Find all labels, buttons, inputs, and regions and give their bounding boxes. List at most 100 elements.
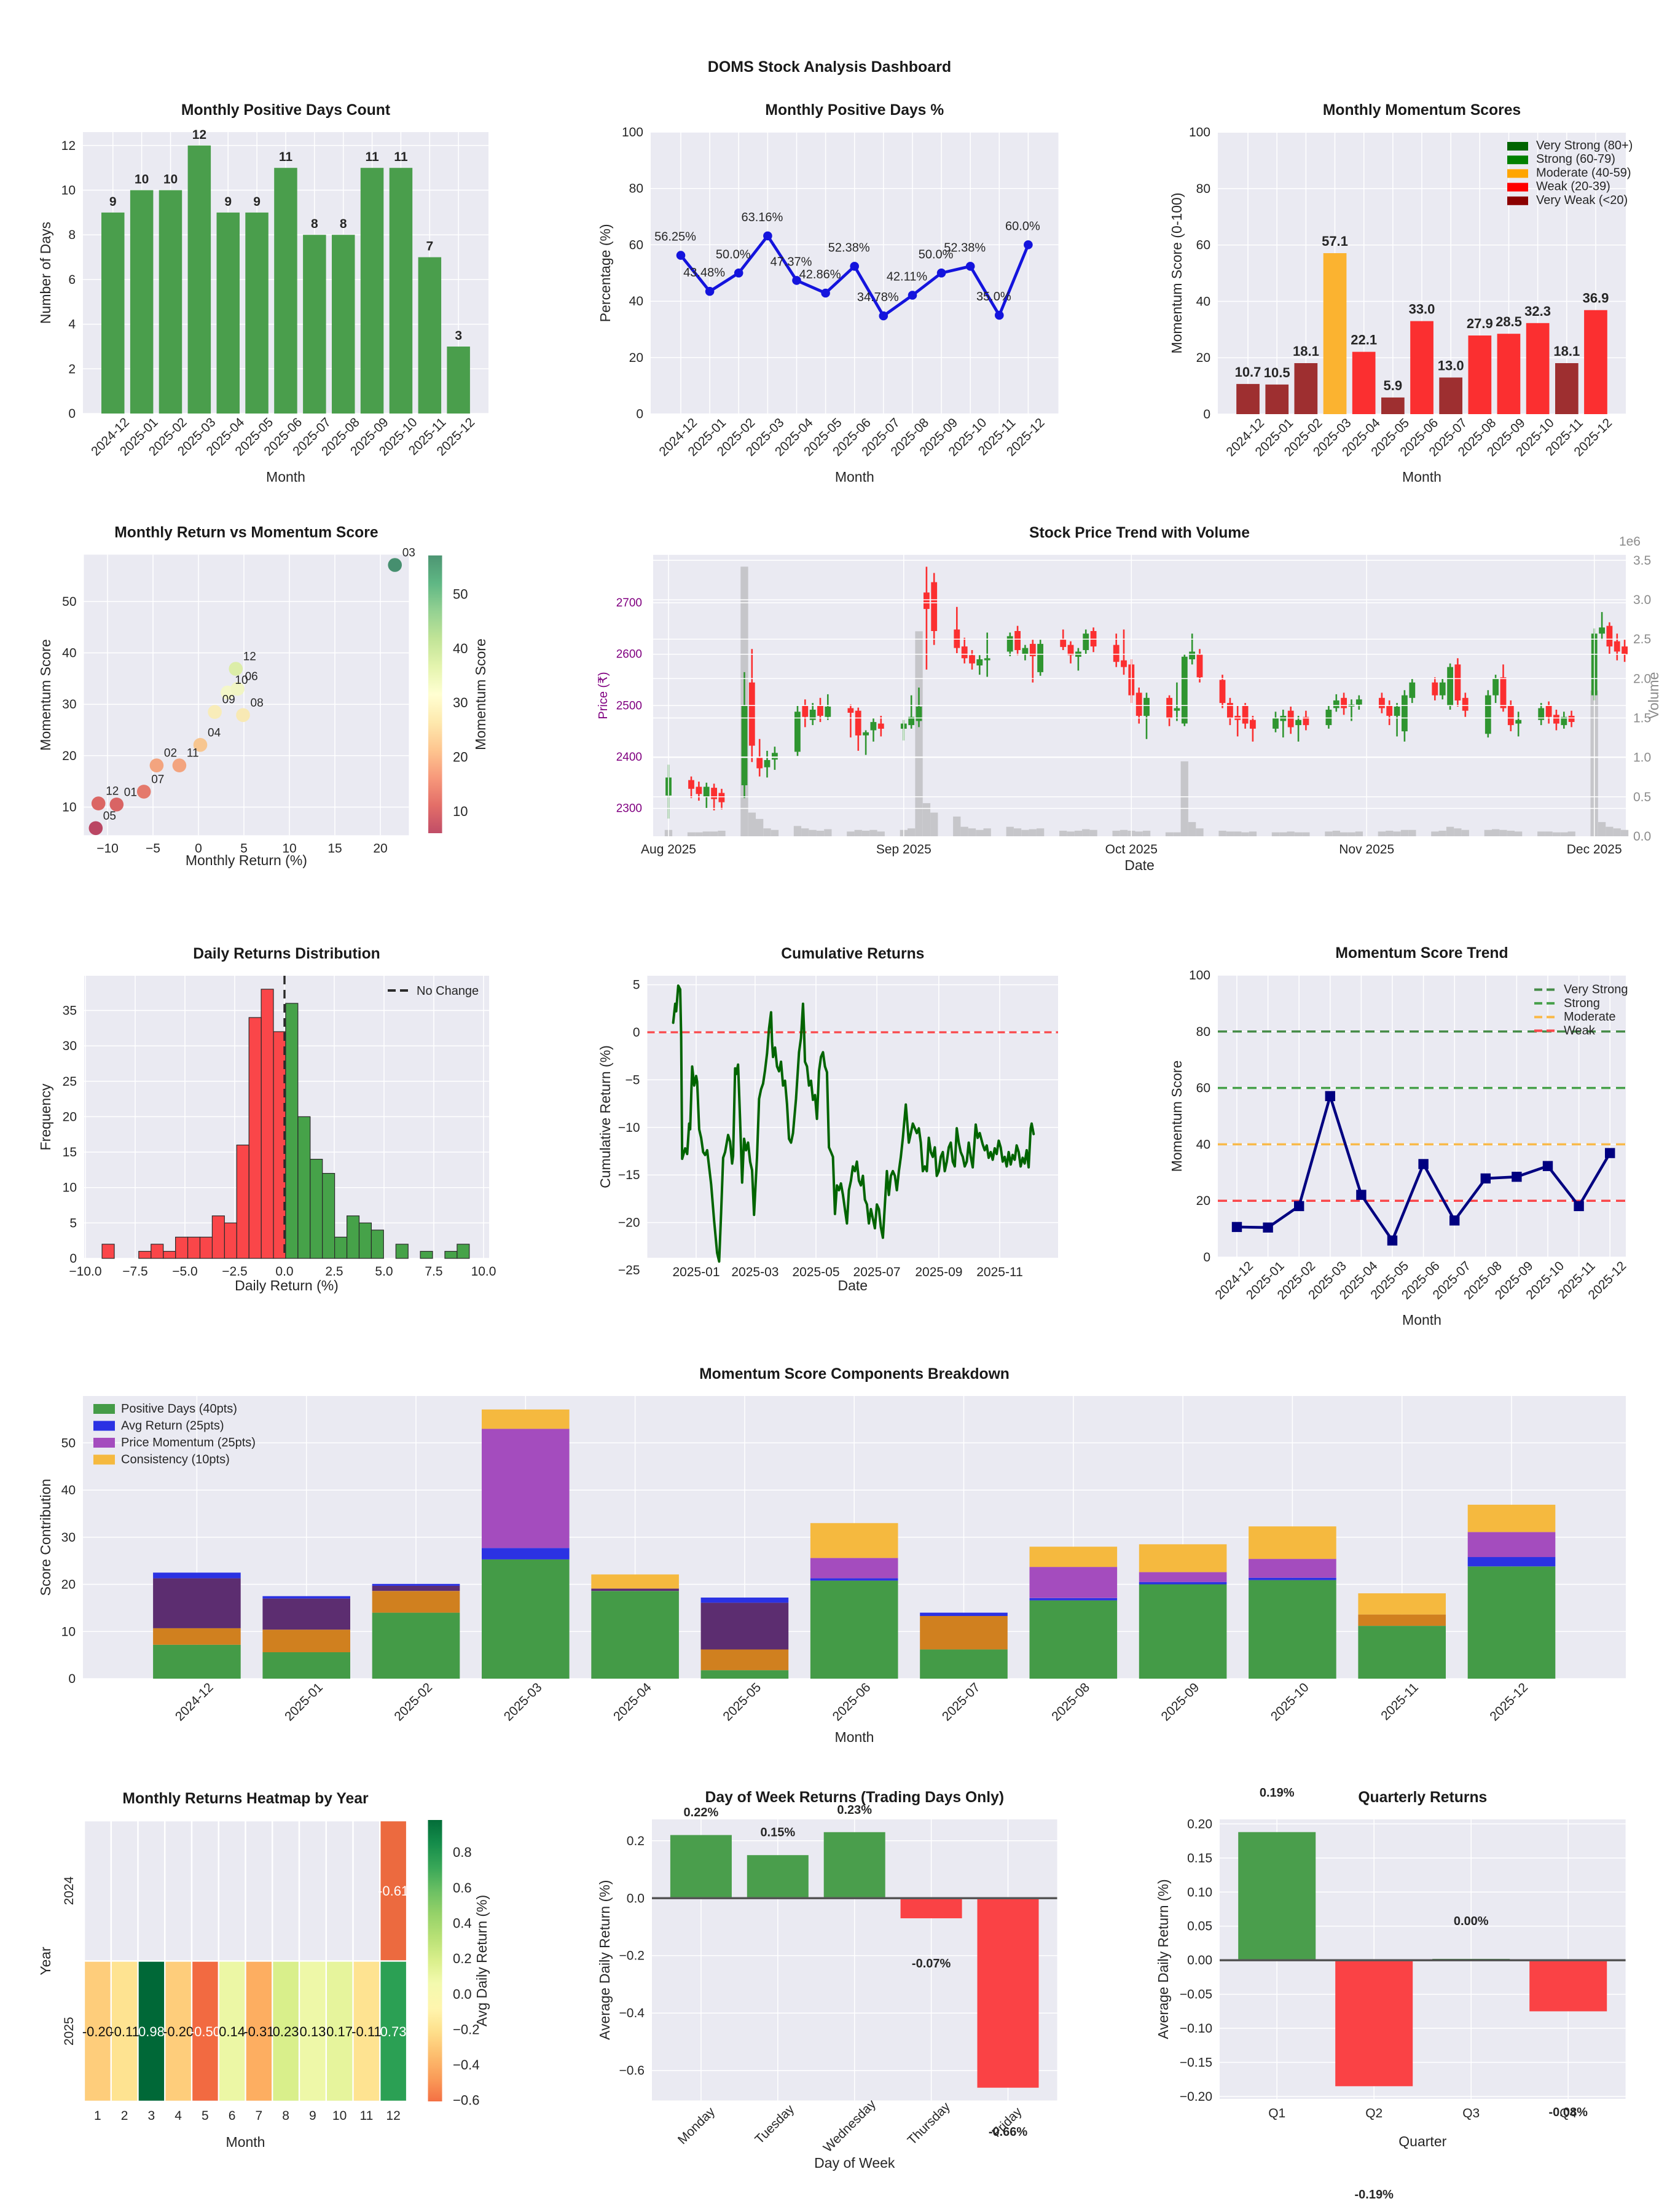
svg-text:28.5: 28.5 [1496, 314, 1522, 329]
svg-text:20: 20 [61, 1578, 76, 1592]
svg-text:Stock Price Trend with Volume: Stock Price Trend with Volume [1029, 525, 1250, 541]
svg-text:10: 10 [63, 1181, 77, 1195]
svg-text:40: 40 [453, 641, 468, 656]
svg-text:Monthly Return vs Momentum Sco: Monthly Return vs Momentum Score [114, 525, 378, 541]
svg-text:0.0: 0.0 [627, 1891, 645, 1905]
svg-text:Quarterly Returns: Quarterly Returns [1358, 1789, 1487, 1806]
svg-text:10: 10 [282, 841, 296, 855]
svg-text:Strong (60-79): Strong (60-79) [1536, 152, 1615, 166]
svg-text:0.23: 0.23 [273, 2024, 299, 2039]
svg-text:42.11%: 42.11% [887, 270, 928, 284]
svg-text:−20: −20 [618, 1216, 640, 1230]
svg-text:11: 11 [187, 747, 199, 760]
svg-text:0.15: 0.15 [1187, 1851, 1212, 1865]
svg-text:−0.2: −0.2 [619, 1949, 645, 1963]
svg-text:5: 5 [240, 841, 248, 855]
svg-text:11: 11 [359, 2109, 373, 2123]
svg-text:20: 20 [1196, 351, 1210, 365]
svg-text:0.4: 0.4 [453, 1916, 472, 1931]
svg-text:Sep 2025: Sep 2025 [876, 842, 931, 857]
svg-text:33.0: 33.0 [1409, 302, 1435, 317]
svg-text:−10: −10 [96, 841, 119, 855]
svg-text:0.10: 0.10 [1187, 1885, 1212, 1899]
svg-text:Consistency (10pts): Consistency (10pts) [121, 1453, 230, 1467]
svg-text:-0.11: -0.11 [109, 2024, 139, 2039]
svg-text:18.1: 18.1 [1553, 343, 1580, 359]
svg-text:52.38%: 52.38% [944, 241, 986, 254]
svg-text:9: 9 [224, 195, 232, 209]
svg-text:Month: Month [226, 2134, 265, 2150]
svg-text:10: 10 [235, 674, 248, 687]
svg-text:0: 0 [1203, 1250, 1210, 1265]
svg-text:Aug 2025: Aug 2025 [641, 842, 696, 857]
svg-text:40: 40 [629, 294, 643, 308]
svg-text:Month: Month [835, 469, 874, 485]
svg-text:Monthly Return (%): Monthly Return (%) [186, 852, 307, 868]
svg-text:2300: 2300 [616, 802, 642, 815]
svg-text:56.25%: 56.25% [654, 230, 696, 244]
svg-text:30: 30 [63, 1039, 77, 1053]
svg-text:-0.50: -0.50 [190, 2024, 221, 2039]
svg-text:60.0%: 60.0% [1005, 219, 1040, 233]
svg-text:42.86%: 42.86% [799, 268, 841, 281]
svg-text:Monthly Positive Days Count: Monthly Positive Days Count [181, 102, 390, 119]
svg-text:Date: Date [1124, 857, 1155, 873]
svg-text:20: 20 [63, 1110, 77, 1124]
svg-text:3.0: 3.0 [1633, 593, 1651, 607]
svg-text:0.22%: 0.22% [684, 1806, 719, 1819]
svg-text:10: 10 [61, 184, 76, 198]
svg-text:Month: Month [1402, 1312, 1441, 1328]
svg-text:5.0: 5.0 [375, 1265, 393, 1279]
svg-text:30: 30 [453, 695, 468, 710]
svg-text:60: 60 [629, 238, 643, 252]
svg-text:22.1: 22.1 [1351, 332, 1377, 348]
svg-text:−25: −25 [618, 1263, 640, 1277]
svg-text:40: 40 [1196, 295, 1210, 309]
svg-text:DOMS Stock Analysis Dashboard: DOMS Stock Analysis Dashboard [708, 58, 951, 76]
svg-text:12: 12 [61, 139, 76, 153]
svg-text:10: 10 [135, 173, 149, 187]
svg-text:−5.0: −5.0 [172, 1265, 197, 1279]
svg-text:6: 6 [229, 2109, 236, 2123]
svg-text:-0.19%: -0.19% [1355, 2188, 1394, 2202]
svg-text:50: 50 [62, 595, 76, 609]
svg-text:5: 5 [69, 1216, 77, 1230]
svg-text:10: 10 [62, 801, 76, 815]
svg-text:2: 2 [121, 2109, 128, 2123]
svg-text:13.0: 13.0 [1438, 358, 1464, 373]
svg-text:50.0%: 50.0% [919, 248, 954, 261]
svg-text:Monthly Momentum Scores: Monthly Momentum Scores [1323, 102, 1521, 119]
svg-text:Month: Month [835, 1729, 874, 1745]
svg-text:80: 80 [1196, 182, 1210, 196]
svg-text:100: 100 [1189, 125, 1210, 139]
svg-text:0.2: 0.2 [453, 1951, 472, 1966]
svg-text:3.5: 3.5 [1633, 554, 1651, 568]
svg-text:Percentage (%): Percentage (%) [597, 224, 613, 322]
svg-text:80: 80 [1196, 1025, 1210, 1039]
svg-text:Momentum Score Components Brea: Momentum Score Components Breakdown [699, 1366, 1010, 1382]
svg-text:Frequency: Frequency [37, 1083, 53, 1150]
svg-text:8: 8 [340, 217, 347, 231]
svg-text:Weak: Weak [1564, 1024, 1596, 1038]
svg-text:07: 07 [151, 773, 164, 786]
svg-text:8: 8 [311, 217, 318, 231]
svg-text:2.5: 2.5 [325, 1265, 343, 1279]
svg-text:40: 40 [62, 646, 76, 661]
svg-text:25: 25 [63, 1075, 77, 1089]
svg-text:0.23%: 0.23% [837, 1803, 872, 1817]
svg-text:-0.20: -0.20 [82, 2024, 113, 2039]
svg-text:10: 10 [332, 2109, 347, 2123]
svg-text:7.5: 7.5 [425, 1265, 442, 1279]
svg-text:2025-03: 2025-03 [731, 1265, 779, 1279]
svg-text:−0.15: −0.15 [1180, 2056, 1212, 2070]
svg-text:0: 0 [636, 407, 643, 422]
svg-text:11: 11 [279, 150, 293, 164]
svg-text:7: 7 [426, 240, 433, 254]
svg-text:43.48%: 43.48% [683, 266, 725, 280]
svg-text:5.9: 5.9 [1384, 378, 1403, 393]
svg-text:Month: Month [266, 469, 305, 485]
svg-text:Day of Week Returns (Trading D: Day of Week Returns (Trading Days Only) [705, 1789, 1005, 1806]
svg-text:52.38%: 52.38% [828, 241, 870, 254]
svg-text:08: 08 [251, 697, 264, 710]
svg-text:Daily Returns Distribution: Daily Returns Distribution [193, 946, 380, 962]
